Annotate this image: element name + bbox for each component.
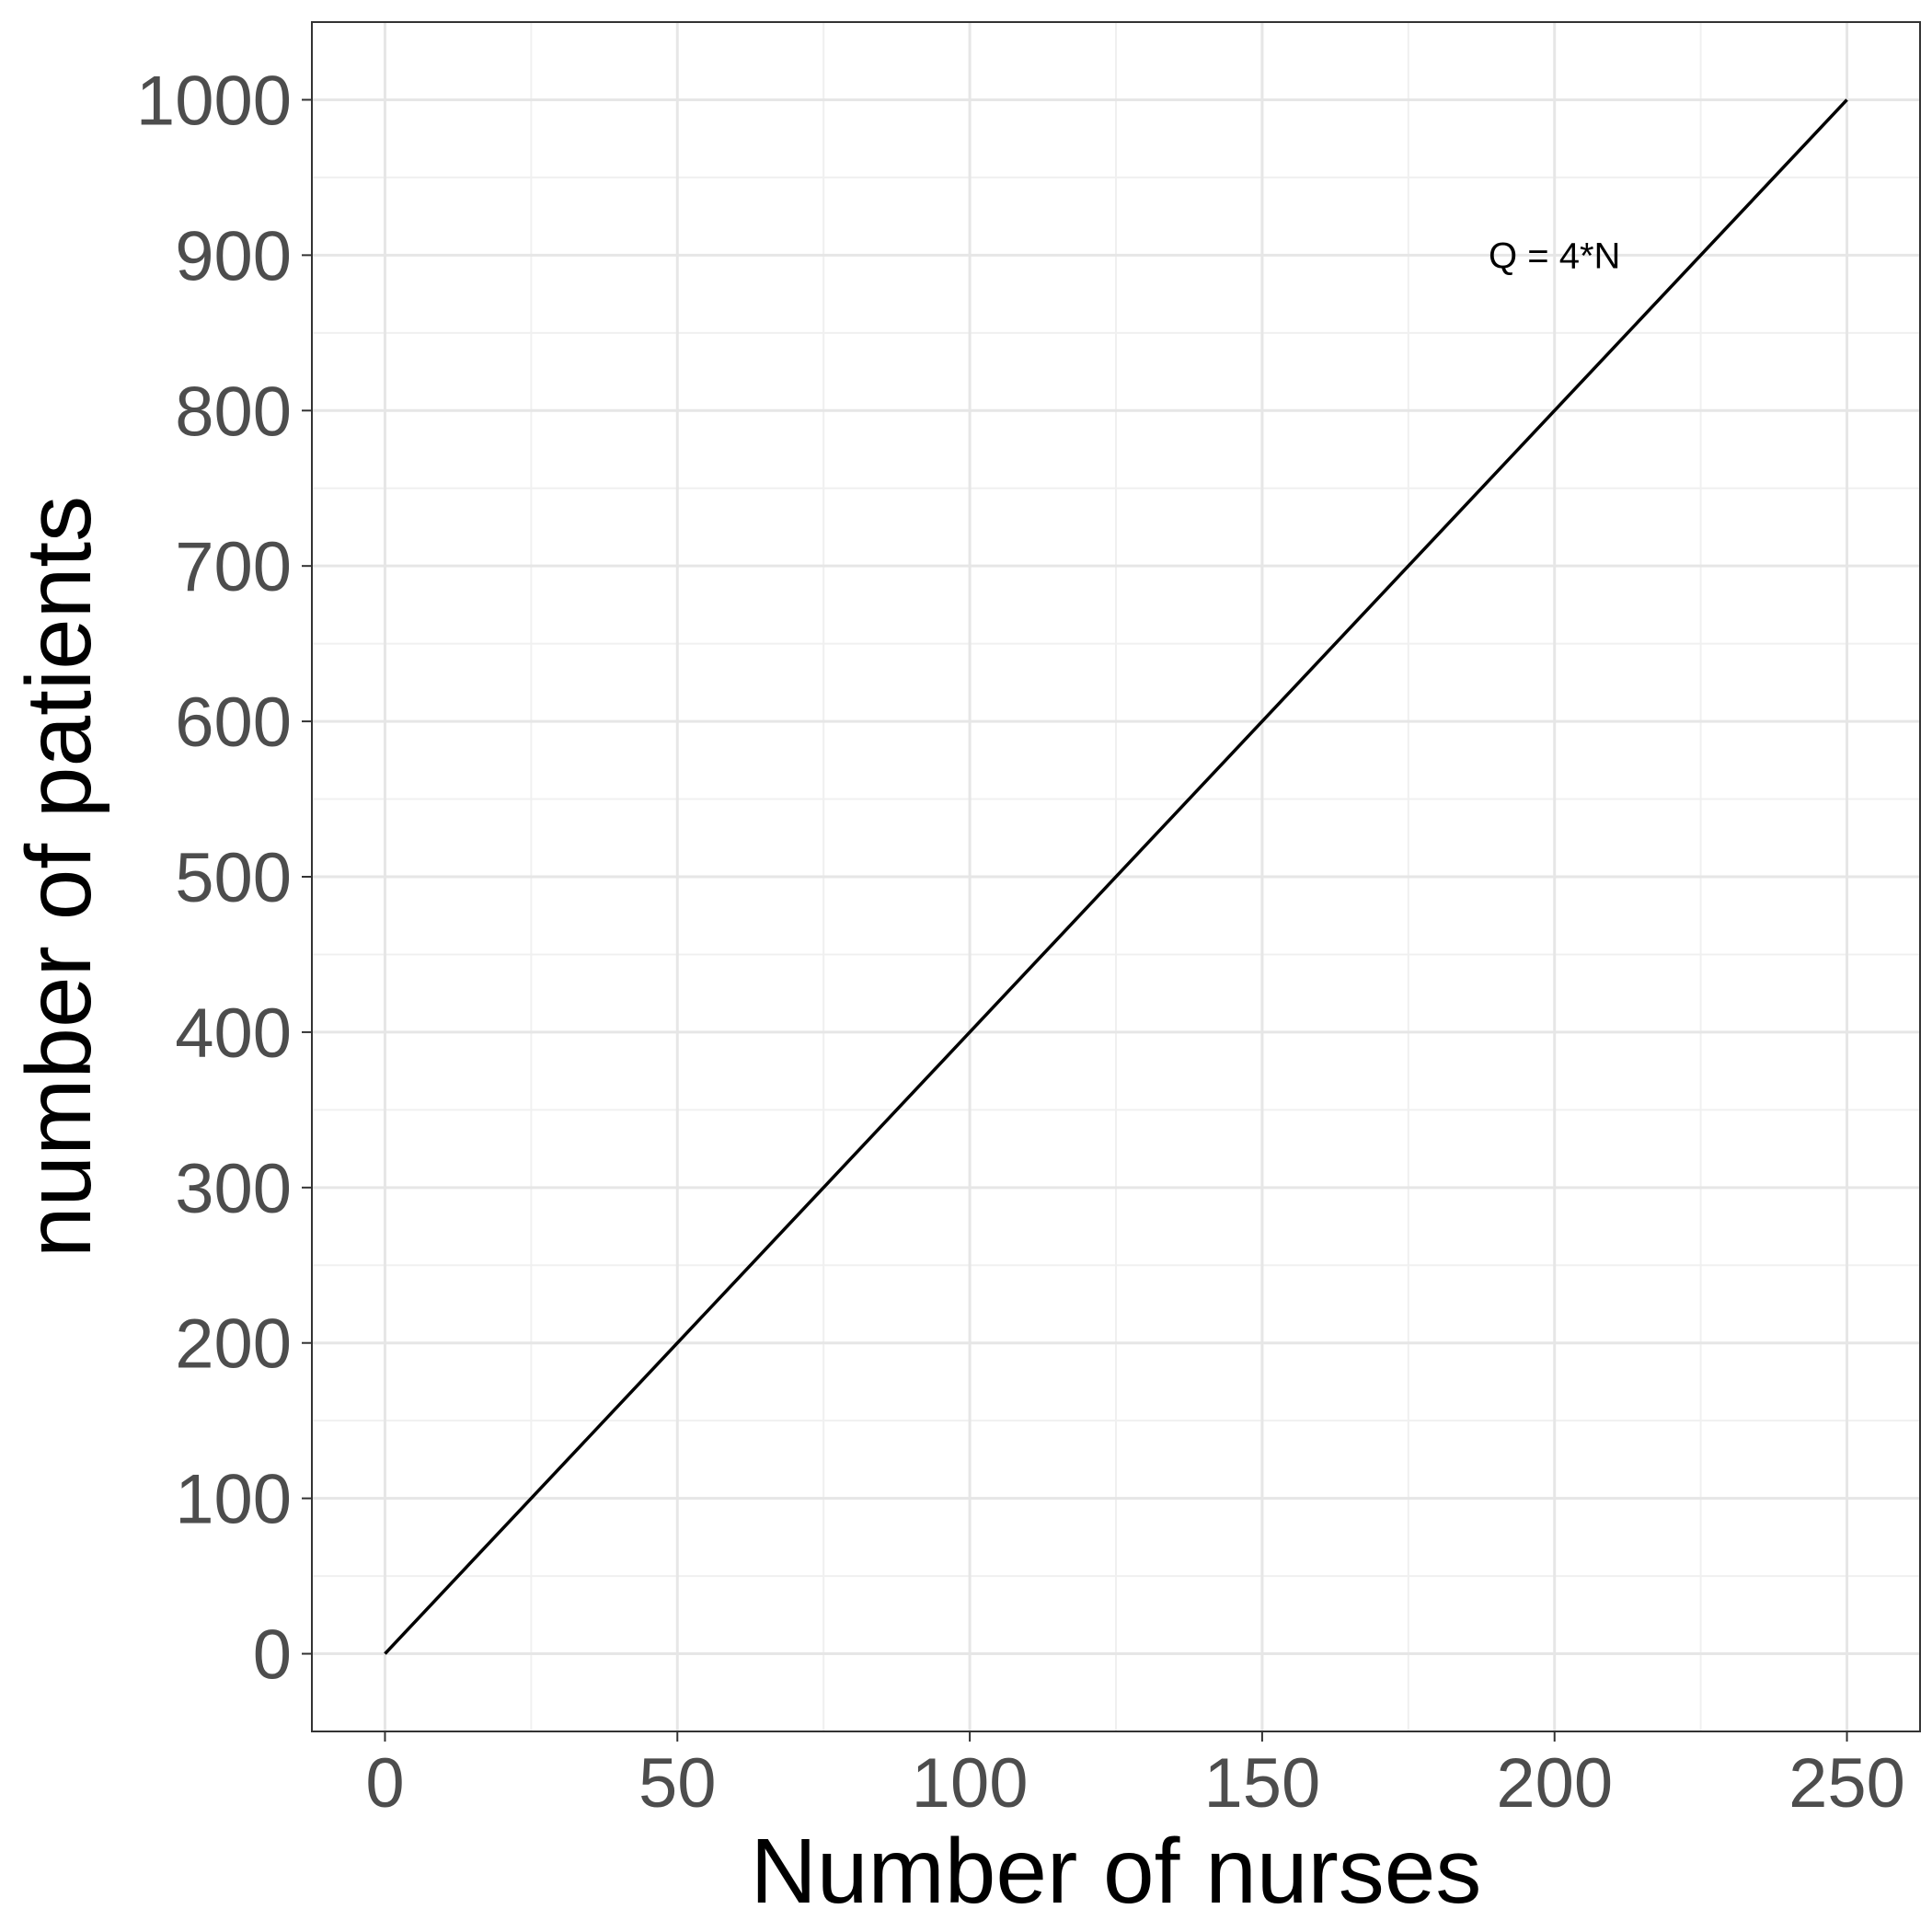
y-tick-label: 900 — [175, 217, 292, 295]
x-axis-title: Number of nurses — [751, 1820, 1482, 1923]
x-tick-label: 50 — [638, 1744, 717, 1823]
x-tick-label: 250 — [1788, 1744, 1905, 1823]
x-axis: 0 50 100 150 200 250 — [365, 1731, 1905, 1823]
series-line — [384, 98, 1848, 1655]
y-tick-label: 100 — [175, 1461, 292, 1539]
y-tick-label: 300 — [175, 1150, 292, 1228]
major-gridlines — [312, 22, 1920, 1731]
y-tick-label: 200 — [175, 1305, 292, 1384]
minor-gridlines — [312, 22, 1920, 1731]
x-tick-label: 200 — [1496, 1744, 1613, 1823]
y-tick-label: 400 — [175, 995, 292, 1073]
annotations: Q = 4*N — [1489, 236, 1620, 276]
annotation-label: Q = 4*N — [1489, 236, 1620, 276]
y-tick-label: 600 — [175, 684, 292, 762]
x-tick-label: 100 — [912, 1744, 1029, 1823]
x-tick-label: 0 — [365, 1744, 404, 1823]
y-tick-label: 800 — [175, 373, 292, 451]
y-axis-title: number of patients — [7, 496, 110, 1258]
x-tick-label: 150 — [1204, 1744, 1321, 1823]
y-tick-label: 700 — [175, 528, 292, 606]
y-tick-label: 0 — [253, 1616, 292, 1695]
y-tick-label: 1000 — [136, 62, 292, 140]
y-axis: 0 100 200 300 400 500 600 700 800 900 1000 — [136, 62, 312, 1695]
series-layer — [384, 98, 1848, 1655]
y-tick-label: 500 — [175, 839, 292, 917]
